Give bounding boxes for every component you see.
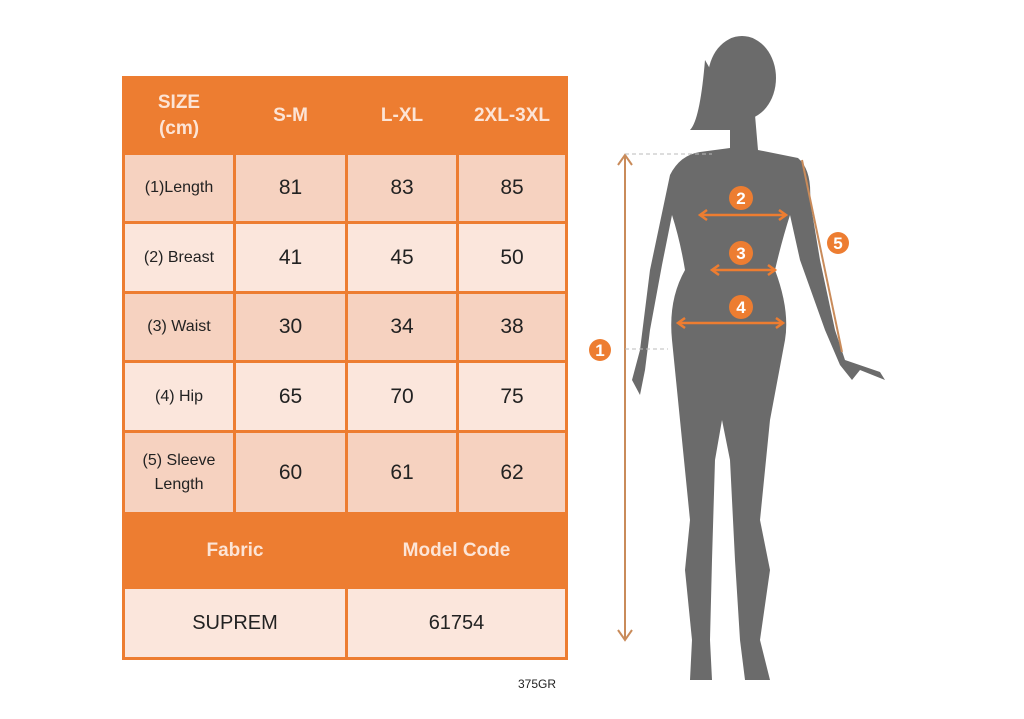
svg-text:2: 2: [736, 189, 745, 208]
svg-text:5: 5: [833, 234, 842, 253]
marker-5: 5: [827, 232, 849, 254]
header-size: SIZE (cm): [122, 76, 236, 155]
svg-text:1: 1: [595, 341, 604, 360]
marker-4: 4: [729, 295, 753, 319]
header-s-m: S-M: [233, 76, 348, 155]
header-2xl-3xl: 2XL-3XL: [456, 76, 568, 155]
header-l-xl: L-XL: [345, 76, 459, 155]
silhouette: [632, 36, 885, 680]
product-code: 375GR: [518, 677, 557, 691]
fabric-value: SUPREM: [122, 586, 348, 660]
svg-text:4: 4: [736, 298, 746, 317]
table-row: (2) Breast 41 45 50: [122, 221, 568, 294]
marker-1: 1: [589, 339, 611, 361]
table-row: (3) Waist 30 34 38: [122, 291, 568, 363]
fabric-header: Fabric: [122, 512, 348, 589]
size-table: SIZE (cm) S-M L-XL 2XL-3XL (1)Length 81 …: [122, 76, 568, 660]
model-code-value: 61754: [345, 586, 568, 660]
table-row: (4) Hip 65 70 75: [122, 360, 568, 433]
sleeve-arrow: [801, 159, 843, 353]
table-row: (5) Sleeve Length 60 61 62: [122, 430, 568, 515]
table-row: (1)Length 81 83 85: [122, 152, 568, 224]
marker-2: 2: [729, 186, 753, 210]
model-code-header: Model Code: [345, 512, 568, 589]
svg-text:3: 3: [736, 244, 745, 263]
marker-3: 3: [729, 241, 753, 265]
